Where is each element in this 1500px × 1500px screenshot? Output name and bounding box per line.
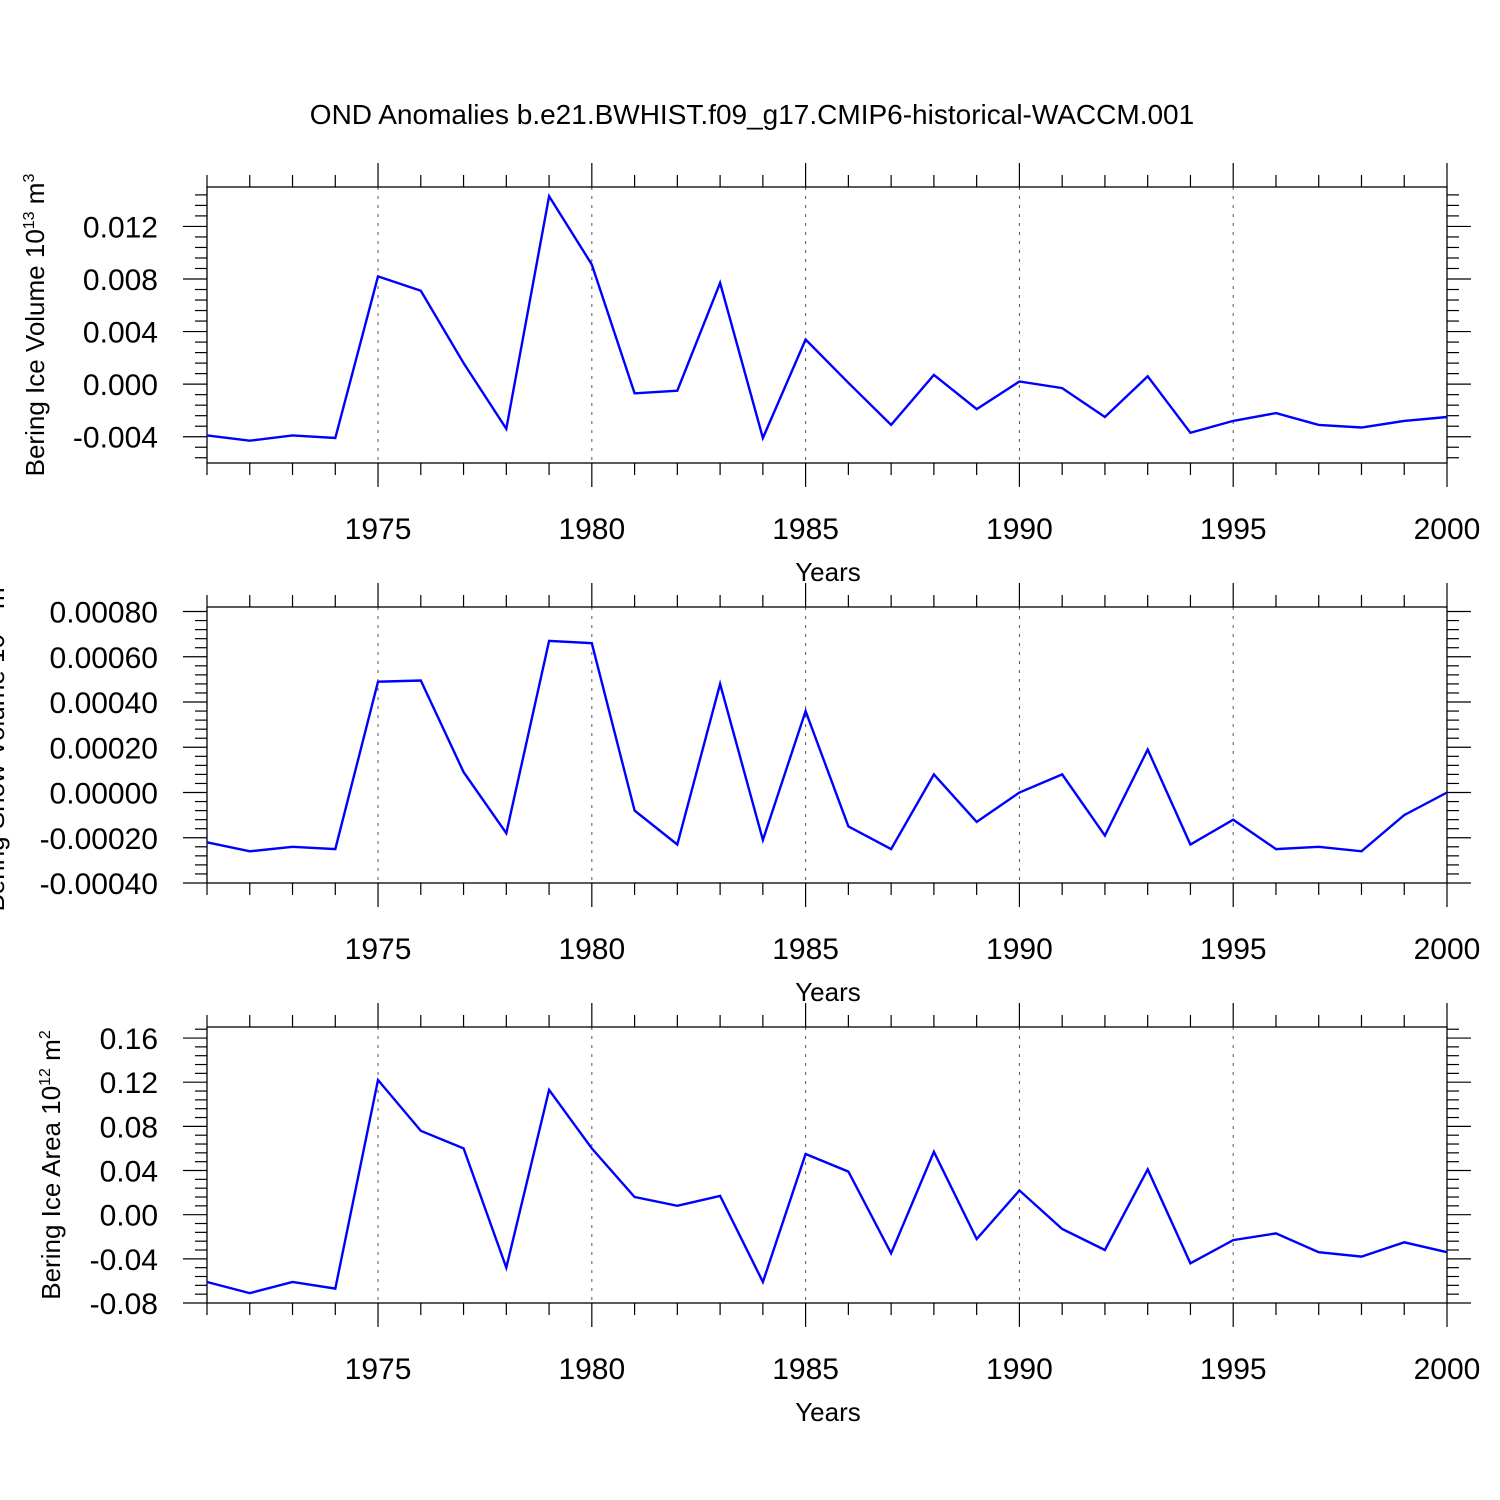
x-tick-label: 1975 <box>345 1353 412 1386</box>
y-tick-label: 0.08 <box>100 1111 158 1144</box>
x-tick-label: 1980 <box>558 933 625 966</box>
y-axis-label-unit: m <box>36 1039 66 1068</box>
y-axis-label-exponent: 13 <box>21 211 38 229</box>
y-tick-label: 0.16 <box>100 1023 158 1056</box>
y-tick-label: 0.00020 <box>50 732 158 765</box>
series-line <box>206 192 1448 442</box>
y-tick-label: 0.008 <box>83 264 158 297</box>
y-axis-label-text: Bering Ice Area 10 <box>36 1086 66 1300</box>
y-tick-label: 0.04 <box>100 1156 158 1189</box>
y-axis-label: Bering Snow Volume 1013 m3 <box>0 578 10 911</box>
plot-frame <box>206 606 1448 884</box>
x-tick-label: 2000 <box>1414 1353 1481 1386</box>
y-axis-label-unit: m <box>0 587 10 616</box>
y-axis-label-text: Bering Ice Volume 10 <box>20 229 50 476</box>
y-tick-label: -0.00040 <box>40 868 158 901</box>
x-tick-label: 1980 <box>558 513 625 546</box>
y-tick-label: 0.00060 <box>50 642 158 675</box>
x-tick-label: 1995 <box>1200 933 1267 966</box>
y-tick-label: 0.000 <box>83 369 158 402</box>
x-axis-label: Years <box>795 1397 861 1427</box>
y-axis-label: Bering Ice Volume 1013 m3 <box>20 174 50 477</box>
y-tick-label: 0.12 <box>100 1067 158 1100</box>
y-axis-label-unit-exponent: 2 <box>37 1030 54 1039</box>
y-axis-label-exponent: 12 <box>37 1068 54 1086</box>
x-tick-label: 1985 <box>772 513 839 546</box>
x-tick-label: 1975 <box>345 513 412 546</box>
x-tick-label: 2000 <box>1414 513 1481 546</box>
chart-panel-2: 1975 1980 1985 1990 1995 2000 Years -0.00040 -0.… <box>0 578 1481 1007</box>
chart-panel-1: 1975 1980 1985 1990 1995 2000 Years -0.004 0.000… <box>20 163 1480 587</box>
y-axis-label-unit: m <box>20 183 50 212</box>
x-tick-label: 1985 <box>772 1353 839 1386</box>
series-line <box>206 1077 1448 1295</box>
y-axis-label: Bering Ice Area 1012 m2 <box>36 1030 66 1300</box>
x-tick-label: 1990 <box>986 513 1053 546</box>
chart-panels: 1975 1980 1985 1990 1995 2000Years-0.0040.000… <box>0 163 1480 1427</box>
y-tick-label: -0.004 <box>73 422 158 455</box>
y-tick-label: 0.00000 <box>50 778 158 811</box>
x-tick-label: 1980 <box>558 1353 625 1386</box>
y-tick-label: -0.08 <box>90 1288 158 1321</box>
x-tick-label: 1990 <box>986 933 1053 966</box>
x-tick-label: 1995 <box>1200 513 1267 546</box>
y-tick-label: 0.00040 <box>50 687 158 720</box>
y-tick-label: 0.00 <box>100 1200 158 1233</box>
y-axis-label-text: Bering Snow Volume 10 <box>0 634 10 912</box>
chart-title: OND Anomalies b.e21.BWHIST.f09_g17.CMIP6… <box>310 99 1194 130</box>
x-axis-label: Years <box>795 977 861 1007</box>
y-axis-label-unit-exponent: 3 <box>21 174 38 183</box>
plot-frame <box>206 186 1448 464</box>
chart-panel-3: 1975 1980 1985 1990 1995 2000 Years -0.08 -0.04 0… <box>36 1003 1480 1427</box>
plot-frame <box>206 1026 1448 1304</box>
x-tick-label: 1995 <box>1200 1353 1267 1386</box>
x-tick-label: 2000 <box>1414 933 1481 966</box>
y-tick-label: -0.00020 <box>40 823 158 856</box>
series-line <box>206 639 1448 853</box>
y-tick-label: 0.012 <box>83 211 158 244</box>
y-tick-label: 0.00080 <box>50 597 158 630</box>
x-tick-label: 1975 <box>345 933 412 966</box>
y-tick-label: -0.04 <box>90 1244 158 1277</box>
x-axis-label: Years <box>795 557 861 587</box>
y-tick-label: 0.004 <box>83 317 158 350</box>
x-tick-label: 1990 <box>986 1353 1053 1386</box>
x-tick-label: 1985 <box>772 933 839 966</box>
